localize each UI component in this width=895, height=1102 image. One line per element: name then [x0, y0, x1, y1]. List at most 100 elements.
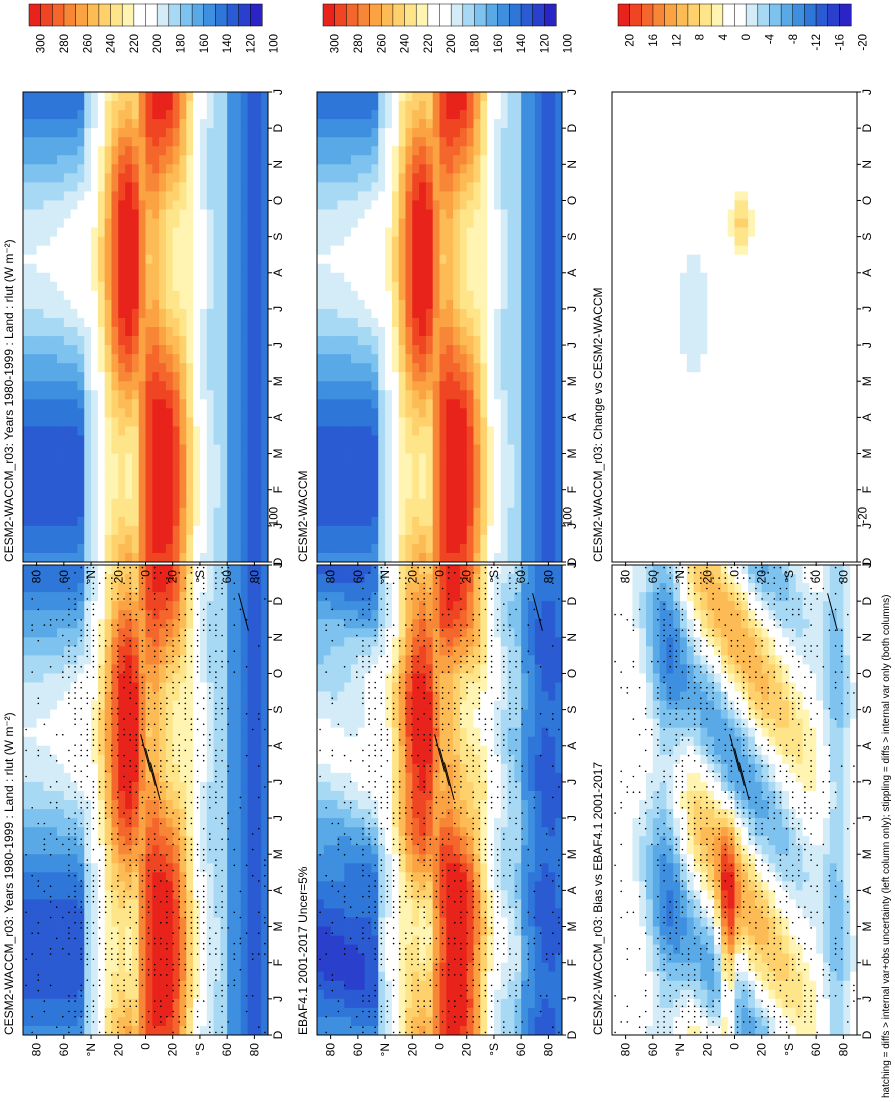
heatmap-cell: [84, 128, 92, 138]
heatmap-cell: [220, 772, 228, 783]
heatmap-cell: [199, 200, 208, 210]
heatmap-cell: [152, 453, 160, 463]
stipple-dot: [166, 655, 168, 658]
heatmap-cell: [84, 583, 92, 593]
heatmap-cell: [70, 101, 78, 111]
heatmap-cell: [261, 182, 269, 192]
stipple-dot: [160, 624, 162, 626]
heatmap-cell: [43, 281, 51, 292]
heatmap-cell: [104, 772, 112, 783]
heatmap-cell: [159, 399, 167, 409]
heatmap-cell: [23, 772, 31, 783]
heatmap-cell: [131, 592, 140, 602]
heatmap-cell: [233, 917, 242, 927]
heatmap-cell: [57, 718, 65, 729]
heatmap-cell: [138, 444, 146, 454]
heatmap-cell: [84, 980, 92, 991]
stipple-dot: [74, 937, 76, 940]
stipple-dot: [190, 655, 193, 658]
heatmap-cell: [138, 718, 146, 729]
heatmap-cell: [159, 263, 167, 274]
heatmap-cell: [77, 363, 85, 373]
heatmap-cell: [63, 736, 72, 747]
heatmap-cell: [70, 444, 78, 454]
heatmap-cell: [261, 173, 269, 183]
heatmap-cell: [145, 218, 153, 228]
heatmap-cell: [70, 390, 78, 400]
heatmap-cell: [199, 173, 208, 183]
heatmap-cell: [57, 435, 65, 445]
heatmap-cell: [240, 119, 248, 129]
heatmap-cell: [70, 426, 78, 436]
heatmap-cell: [97, 345, 106, 355]
stipple-dot: [166, 812, 168, 814]
heatmap-cell: [91, 516, 99, 527]
stipple-dot: [184, 963, 187, 966]
stipple-dot: [178, 681, 180, 684]
stipple-dot: [153, 968, 156, 971]
stipple-dot: [190, 942, 193, 945]
stipple-dot: [80, 822, 82, 825]
heatmap-cell: [233, 682, 242, 692]
heatmap-cell: [43, 953, 51, 964]
heatmap-cell: [261, 610, 269, 620]
heatmap-cell: [213, 718, 221, 729]
heatmap-cell: [29, 800, 38, 810]
heatmap-cell: [240, 800, 248, 810]
heatmap-cell: [63, 790, 72, 801]
heatmap-cell: [131, 543, 140, 554]
heatmap-cell: [213, 745, 221, 756]
heatmap-cell: [70, 980, 78, 991]
hatch-line: [149, 762, 161, 801]
heatmap-cell: [43, 543, 51, 554]
heatmap-cell: [125, 673, 133, 683]
heatmap-cell: [199, 245, 208, 256]
heatmap-cell: [227, 646, 235, 656]
heatmap-cell: [125, 637, 133, 647]
heatmap-cell: [165, 917, 174, 927]
heatmap-cell: [179, 308, 187, 319]
stipple-dot: [37, 974, 40, 976]
heatmap-cell: [138, 516, 146, 527]
heatmap-cell: [179, 317, 187, 328]
heatmap-cell: [172, 971, 180, 982]
stipple-dot: [147, 629, 150, 632]
heatmap-cell: [131, 655, 140, 665]
heatmap-cell: [261, 390, 269, 400]
heatmap-cell: [240, 763, 248, 774]
heatmap-cell: [240, 182, 248, 192]
stipple-dot: [147, 854, 150, 856]
stipple-dot: [166, 890, 168, 893]
heatmap-cell: [91, 92, 99, 102]
stipple-dot: [221, 927, 223, 929]
heatmap-cell: [50, 426, 58, 436]
heatmap-cell: [91, 754, 99, 765]
heatmap-cell: [104, 525, 112, 536]
heatmap-cell: [240, 682, 248, 692]
heatmap-cell: [29, 444, 38, 454]
heatmap-cell: [43, 574, 51, 584]
heatmap-cell: [261, 592, 269, 602]
heatmap-cell: [220, 809, 228, 819]
heatmap-cell: [131, 137, 140, 147]
heatmap-cell: [233, 953, 242, 964]
stipple-dot: [129, 1005, 131, 1008]
heatmap-cell: [84, 682, 92, 692]
stipple-dot: [104, 901, 107, 903]
heatmap-cell: [172, 709, 180, 720]
stipple-dot: [190, 921, 193, 924]
stipple-dot: [141, 639, 144, 642]
heatmap-cell: [206, 583, 214, 593]
heatmap-cell: [186, 682, 194, 692]
heatmap-cell: [138, 218, 146, 228]
heatmap-cell: [172, 209, 180, 219]
heatmap-cell: [23, 565, 31, 575]
heatmap-cell: [118, 200, 126, 210]
heatmap-cell: [138, 182, 146, 192]
heatmap-cell: [104, 317, 112, 328]
heatmap-cell: [104, 953, 112, 964]
stipple-dot: [221, 869, 223, 872]
heatmap-cell: [233, 926, 242, 936]
stipple-dot: [129, 927, 131, 929]
heatmap-cell: [70, 534, 78, 545]
